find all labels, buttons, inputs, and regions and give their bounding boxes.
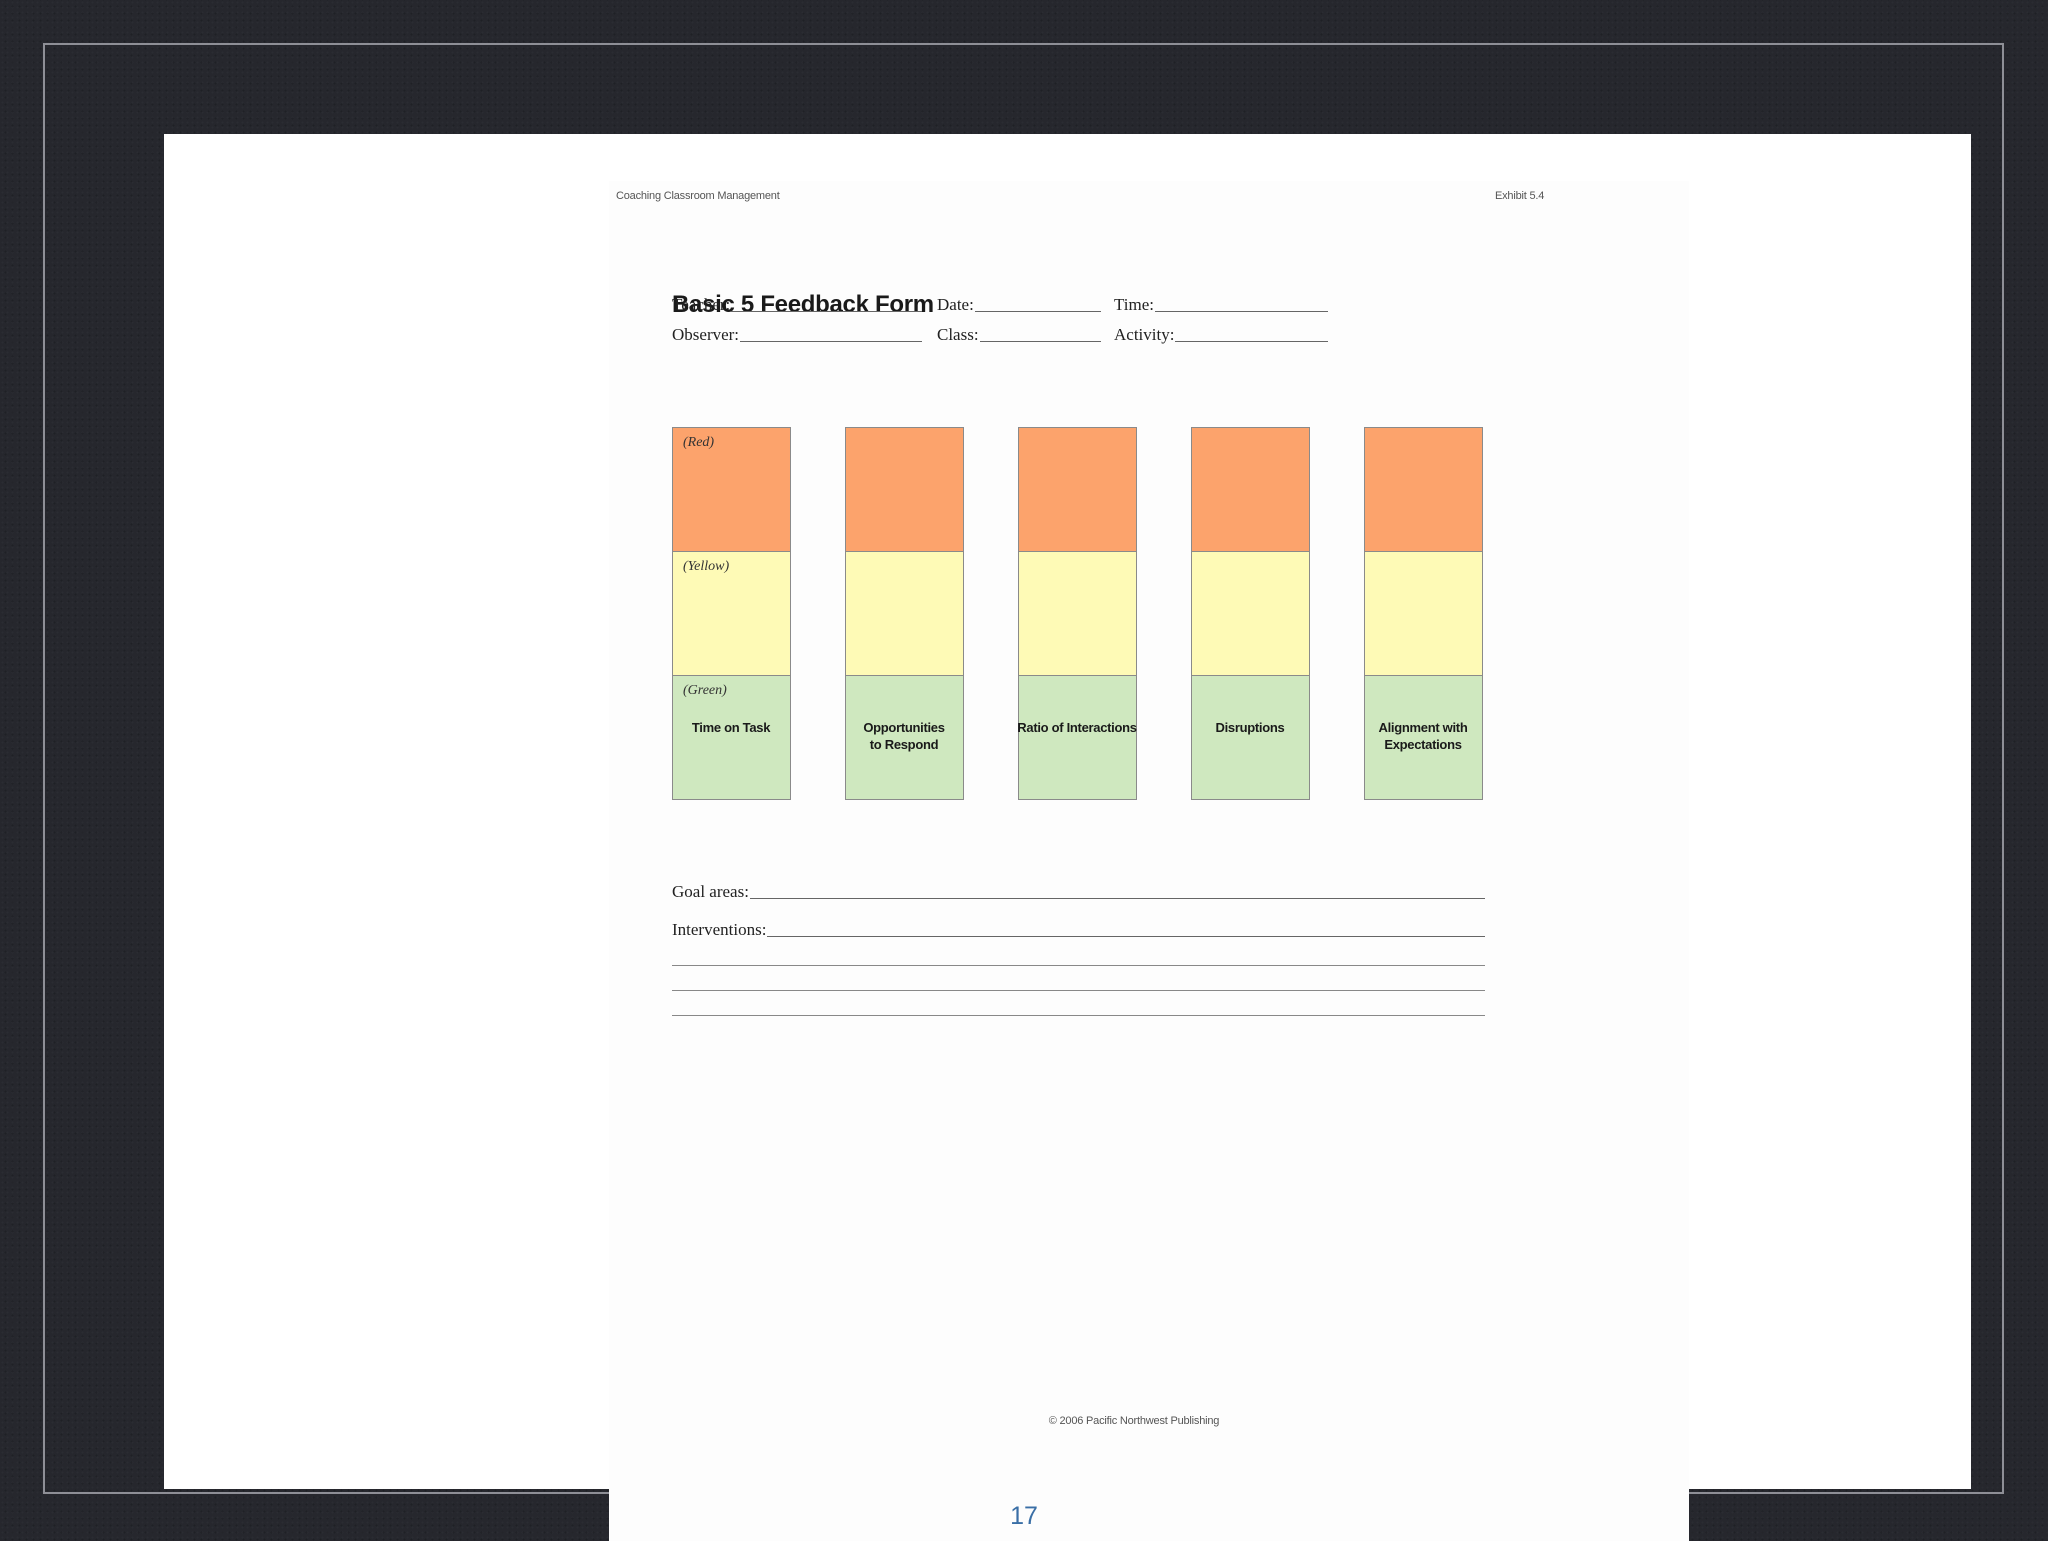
slide-frame: Coaching Classroom Management Exhibit 5.… [43, 43, 2004, 1541]
activity-line [1175, 341, 1328, 342]
observer-line [740, 341, 922, 342]
bar-alignment-with-expectations [1364, 427, 1483, 800]
interventions-rule-1 [672, 965, 1485, 966]
running-header-right: Exhibit 5.4 [1495, 190, 1545, 202]
green-zone [846, 675, 963, 799]
date-field: Date: [937, 293, 1101, 315]
red-zone [1019, 428, 1136, 551]
interventions-rule-3 [672, 1015, 1485, 1016]
green-zone: (Green) [673, 675, 790, 799]
interventions-rule-2 [672, 990, 1485, 991]
bar-label-opportunities-to-respond: Opportunities to Respond [863, 720, 945, 752]
yellow-zone [1192, 551, 1309, 675]
teacher-line [731, 311, 922, 312]
form-title: Basic 5 Feedback Form [672, 291, 934, 318]
red-zone [1365, 428, 1482, 551]
copyright-footer: © 2006 Pacific Northwest Publishing [1048, 1415, 1220, 1427]
interventions-label: Interventions: [672, 920, 767, 939]
green-zone-label: (Green) [683, 683, 727, 698]
goal-areas-line [749, 898, 1485, 899]
bar-label-alignment-with-expectations: Alignment with Expectations [1378, 720, 1468, 752]
yellow-zone [846, 551, 963, 675]
bar-ratio-of-interactions [1018, 427, 1137, 800]
time-label: Time: [1114, 295, 1155, 314]
scanned-page [609, 181, 1689, 1541]
interventions-field: Interventions: [672, 918, 1485, 940]
yellow-zone-label: (Yellow) [683, 559, 730, 574]
bar-label-disruptions: Disruptions [1215, 720, 1285, 735]
activity-field: Activity: [1114, 323, 1328, 345]
bar-label-time-on-task: Time on Task [691, 720, 771, 735]
yellow-zone: (Yellow) [673, 551, 790, 675]
class-line [979, 341, 1101, 342]
green-zone [1019, 675, 1136, 799]
yellow-zone [1365, 551, 1482, 675]
document-page: Coaching Classroom Management Exhibit 5.… [164, 134, 1971, 1541]
interventions-line [767, 936, 1485, 937]
green-zone [1192, 675, 1309, 799]
red-zone [846, 428, 963, 551]
teacher-field: Teacher: [672, 293, 922, 315]
running-header-left: Coaching Classroom Management [616, 190, 780, 202]
goal-areas-label: Goal areas: [672, 882, 749, 901]
activity-label: Activity: [1114, 325, 1175, 344]
goal-areas-field: Goal areas: [672, 880, 1485, 902]
red-zone: (Red) [673, 428, 790, 551]
class-label: Class: [937, 325, 979, 344]
date-line [974, 311, 1101, 312]
slide-page-number: 17 [1010, 1502, 1038, 1530]
red-zone [1192, 428, 1309, 551]
green-zone [1365, 675, 1482, 799]
time-field: Time: [1114, 293, 1328, 315]
teacher-label: Teacher: [672, 295, 731, 314]
time-line [1155, 311, 1328, 312]
observer-label: Observer: [672, 325, 740, 344]
bar-label-ratio-of-interactions: Ratio of Interactions [1017, 720, 1137, 735]
red-zone-label: (Red) [683, 435, 715, 450]
date-label: Date: [937, 295, 974, 314]
bar-time-on-task: (Red) (Yellow) (Green) [672, 427, 791, 800]
bar-disruptions [1191, 427, 1310, 800]
bar-opportunities-to-respond [845, 427, 964, 800]
class-field: Class: [937, 323, 1101, 345]
yellow-zone [1019, 551, 1136, 675]
observer-field: Observer: [672, 323, 922, 345]
